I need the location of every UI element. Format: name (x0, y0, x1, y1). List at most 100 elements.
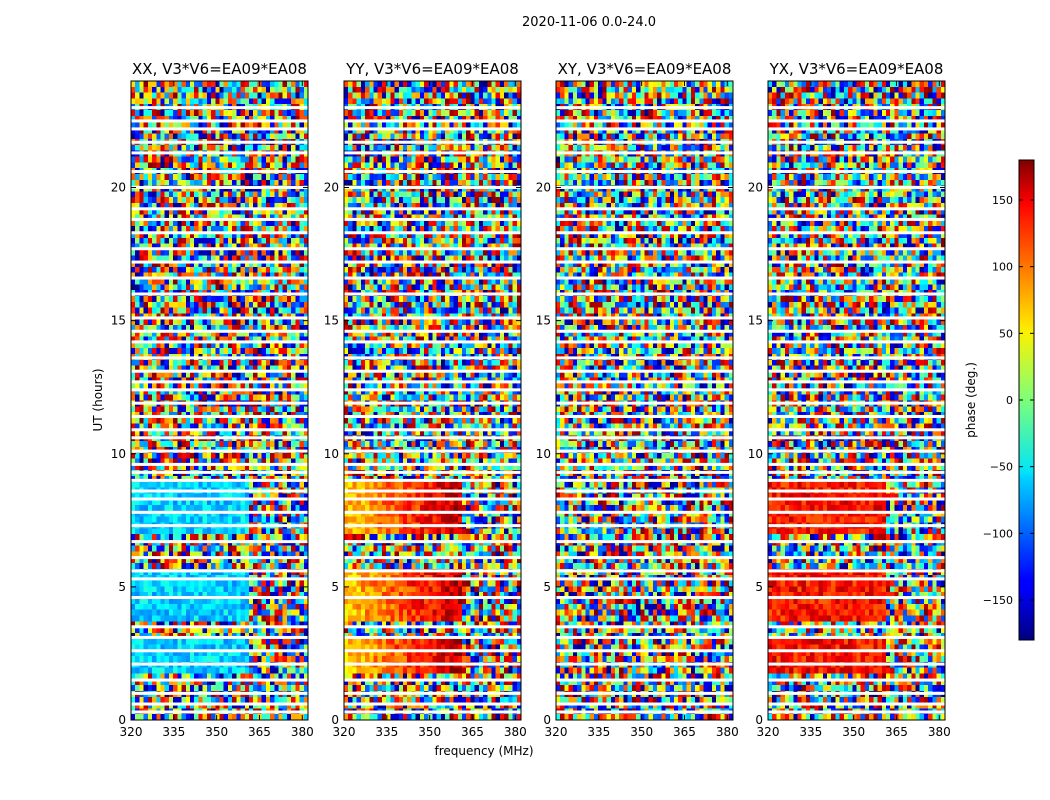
panel-frame (343, 80, 522, 721)
flagged-row (131, 186, 308, 189)
flagged-row (344, 247, 521, 251)
flagged-row (344, 217, 521, 221)
flagged-row (131, 119, 308, 123)
flagged-row (131, 497, 308, 501)
heatmap-yy (344, 81, 522, 721)
y-axis-label: UT (hours) (91, 368, 105, 431)
flagged-row (131, 217, 308, 221)
x-tick-label: 380 (928, 725, 951, 739)
flagged-row (131, 556, 308, 560)
x-tick-label: 320 (757, 725, 780, 739)
y-tick-label: 20 (111, 181, 126, 195)
x-tick-label: 335 (162, 725, 185, 739)
flagged-row (131, 478, 308, 482)
flagged-row (768, 436, 945, 440)
flagged-row (768, 292, 945, 296)
flagged-row (344, 524, 521, 528)
flagged-row (131, 247, 308, 251)
colorbar-ticks: 150 100 50 0 −50 −100 −150 (983, 194, 1034, 607)
flagged-row (344, 497, 521, 501)
flagged-row (768, 106, 945, 110)
flagged-row (344, 462, 521, 466)
figure-title: 2020-11-06 0.0-24.0 (522, 15, 656, 30)
flagged-row (131, 106, 308, 110)
y-tick-label: 5 (755, 580, 763, 594)
flagged-row (556, 635, 733, 639)
flagged-row (344, 186, 521, 189)
panel-yx: YX, V3*V6=EA09*EA08 320 335 350 365 380 0 5 10 15… (748, 60, 951, 739)
colorbar-tick-label: 50 (999, 327, 1013, 340)
y-tick-label: 15 (324, 314, 339, 328)
flagged-row (768, 340, 945, 344)
flagged-row (131, 369, 308, 373)
flagged-row (344, 276, 521, 280)
flagged-row (131, 691, 308, 695)
flagged-row (131, 462, 308, 466)
flagged-row (344, 106, 521, 110)
flagged-row (768, 127, 945, 131)
panel-xx: XX, V3*V6=EA09*EA08 320 335 350 365 380 0 5 10 15… (111, 60, 314, 739)
flagged-row (556, 316, 733, 320)
flagged-row (556, 260, 733, 264)
flagged-row (344, 316, 521, 320)
flagged-row (131, 380, 308, 384)
x-tick-label: 320 (545, 725, 568, 739)
y-tick-label: 20 (536, 181, 551, 195)
flagged-row (131, 678, 308, 682)
flagged-row (556, 569, 733, 573)
flagged-row (556, 388, 733, 392)
flagged-row (131, 596, 308, 600)
flagged-row (131, 662, 308, 666)
flagged-row (131, 388, 308, 392)
flagged-row (768, 556, 945, 560)
flagged-row (768, 380, 945, 384)
flagged-row (556, 577, 733, 581)
flagged-row (556, 625, 733, 629)
y-tick-label: 5 (543, 580, 551, 594)
panel-frame (555, 80, 734, 721)
flagged-row (768, 540, 945, 544)
colorbar-label: phase (deg.) (964, 362, 978, 438)
y-tick-label: 20 (324, 181, 339, 195)
flagged-row (344, 449, 521, 453)
flagged-row (768, 186, 945, 189)
flagged-row (344, 151, 521, 155)
flagged-row (768, 524, 945, 528)
flagged-row (556, 151, 733, 155)
flagged-row (131, 436, 308, 440)
flagged-row (556, 497, 733, 501)
flagged-row (344, 414, 521, 418)
flagged-row (131, 292, 308, 296)
panel-xy: XY, V3*V6=EA09*EA08 320 335 350 365 380 0 5 10 15… (536, 60, 739, 739)
y-tick-label: 15 (536, 314, 551, 328)
flagged-row (344, 635, 521, 639)
flagged-row (556, 414, 733, 418)
x-tick-label: 335 (799, 725, 822, 739)
flagged-row (768, 414, 945, 418)
y-tick-label: 10 (111, 447, 126, 461)
x-tick-label: 380 (716, 725, 739, 739)
flagged-row (556, 329, 733, 333)
x-tick-label: 365 (248, 725, 271, 739)
flagged-row (556, 462, 733, 466)
flagged-row (768, 489, 945, 493)
y-tick-label: 10 (536, 447, 551, 461)
flagged-row (131, 428, 308, 432)
flagged-row (556, 489, 733, 493)
flagged-row (344, 489, 521, 493)
flagged-row (556, 119, 733, 123)
flagged-row (344, 231, 521, 235)
flagged-row (768, 260, 945, 264)
colorbar-tick-label: −50 (990, 461, 1013, 474)
y-tick-label: 0 (755, 713, 763, 727)
flagged-row (131, 577, 308, 581)
flagged-row (768, 231, 945, 235)
heatmap-xy (556, 81, 734, 721)
flagged-row (344, 260, 521, 264)
flagged-row (556, 510, 733, 514)
flagged-row (556, 127, 733, 131)
flagged-row (768, 510, 945, 514)
y-tick-label: 5 (331, 580, 339, 594)
flagged-row (768, 151, 945, 155)
flagged-row (556, 428, 733, 432)
